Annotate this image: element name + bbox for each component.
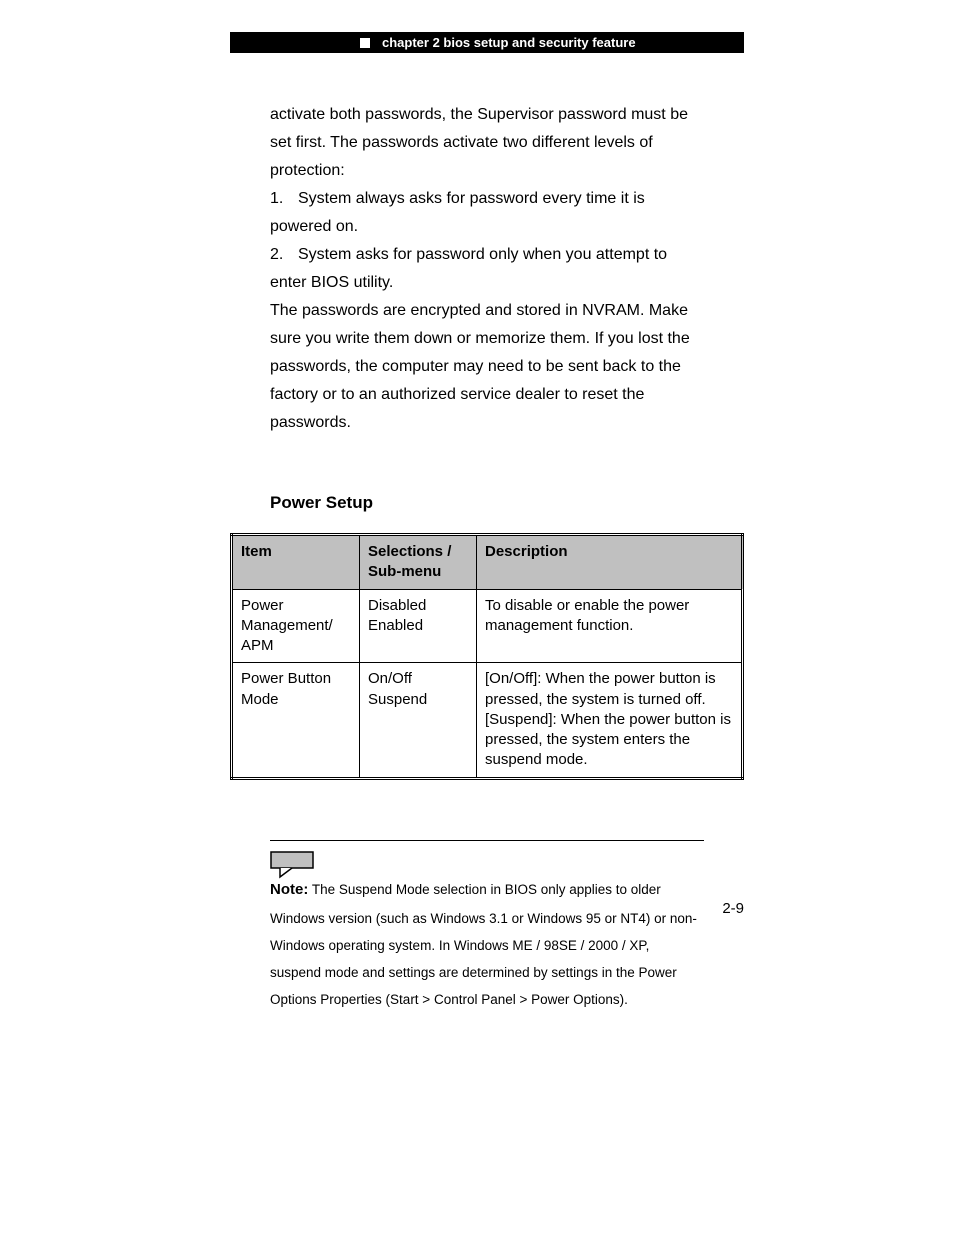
note-body: The Suspend Mode selection in BIOS only … [270, 882, 697, 1007]
note-text: Note: The Suspend Mode selection in BIOS… [270, 875, 704, 1013]
table-header-item: Item [232, 535, 360, 590]
intro-paragraph-2: The passwords are encrypted and stored i… [270, 302, 690, 431]
note-block: Note: The Suspend Mode selection in BIOS… [270, 840, 704, 1013]
intro-list-item-1: 1.System always asks for password every … [270, 185, 704, 241]
table-cell-item: Power Management/ APM [232, 589, 360, 663]
table-row: Power Button Mode On/Off Suspend [On/Off… [232, 663, 743, 778]
list-number-2: 2. [270, 241, 298, 269]
intro-list-item-2: 2.System asks for password only when you… [270, 241, 704, 297]
power-setup-table: Item Selections / Sub-menu Description P… [230, 533, 744, 780]
table-header-selections: Selections / Sub-menu [360, 535, 477, 590]
intro-paragraph-1: activate both passwords, the Supervisor … [270, 106, 688, 179]
list-number-1: 1. [270, 185, 298, 213]
intro-text-block: activate both passwords, the Supervisor … [270, 101, 704, 437]
table-cell-item: Power Button Mode [232, 663, 360, 778]
table-cell-description: [On/Off]: When the power button is press… [477, 663, 743, 778]
document-page: chapter 2 bios setup and security featur… [0, 0, 954, 1235]
table-cell-description: To disable or enable the power managemen… [477, 589, 743, 663]
chapter-title: chapter 2 bios setup and security featur… [382, 35, 636, 50]
table-header-description: Description [477, 535, 743, 590]
list-text-1: System always asks for password every ti… [270, 190, 645, 235]
note-label: Note: [270, 881, 308, 898]
list-text-2: System asks for password only when you a… [270, 246, 667, 291]
table-cell-selections: On/Off Suspend [360, 663, 477, 778]
header-square-icon [360, 38, 370, 48]
table-header-row: Item Selections / Sub-menu Description [232, 535, 743, 590]
page-number: 2-9 [722, 900, 744, 917]
section-heading-power-setup: Power Setup [270, 493, 744, 513]
table-row: Power Management/ APM Disabled Enabled T… [232, 589, 743, 663]
chapter-header-bar: chapter 2 bios setup and security featur… [230, 32, 744, 53]
table-cell-selections: Disabled Enabled [360, 589, 477, 663]
